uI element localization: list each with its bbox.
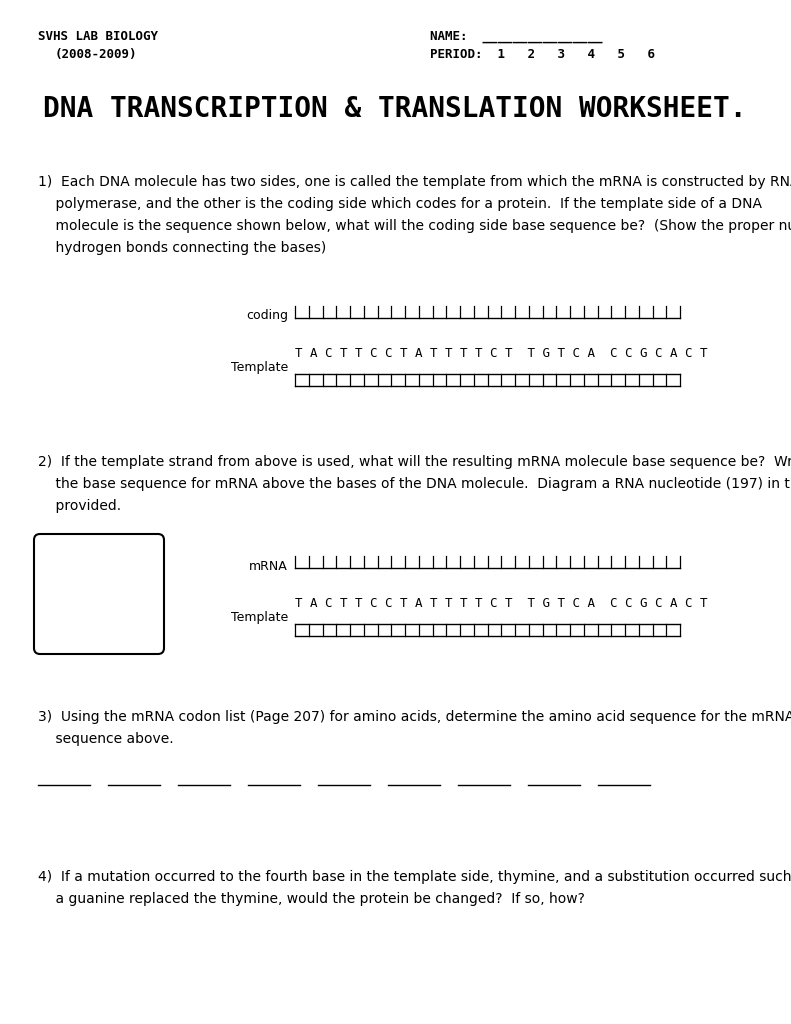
Text: T A C T T C C T A T T T T C T  T G T C A  C C G C A C T: T A C T T C C T A T T T T C T T G T C A … bbox=[295, 597, 707, 610]
Text: 4)  If a mutation occurred to the fourth base in the template side, thymine, and: 4) If a mutation occurred to the fourth … bbox=[38, 870, 791, 884]
Text: DNA TRANSCRIPTION & TRANSLATION WORKSHEET.: DNA TRANSCRIPTION & TRANSLATION WORKSHEE… bbox=[44, 95, 747, 123]
Text: 2)  If the template strand from above is used, what will the resulting mRNA mole: 2) If the template strand from above is … bbox=[38, 455, 791, 469]
Text: sequence above.: sequence above. bbox=[38, 732, 174, 746]
FancyBboxPatch shape bbox=[34, 534, 164, 654]
Text: polymerase, and the other is the coding side which codes for a protein.  If the : polymerase, and the other is the coding … bbox=[38, 197, 762, 211]
Text: hydrogen bonds connecting the bases): hydrogen bonds connecting the bases) bbox=[38, 241, 326, 255]
Text: (2008-2009): (2008-2009) bbox=[55, 48, 138, 61]
Text: 3)  Using the mRNA codon list (Page 207) for amino acids, determine the amino ac: 3) Using the mRNA codon list (Page 207) … bbox=[38, 710, 791, 724]
Text: provided.: provided. bbox=[38, 499, 121, 513]
Text: T A C T T C C T A T T T T C T  T G T C A  C C G C A C T: T A C T T C C T A T T T T C T T G T C A … bbox=[295, 347, 707, 360]
Text: PERIOD:  1   2   3   4   5   6: PERIOD: 1 2 3 4 5 6 bbox=[430, 48, 655, 61]
Text: Template: Template bbox=[231, 611, 288, 625]
Text: coding: coding bbox=[246, 309, 288, 323]
Text: NAME:  ________________: NAME: ________________ bbox=[430, 30, 603, 43]
Text: the base sequence for mRNA above the bases of the DNA molecule.  Diagram a RNA n: the base sequence for mRNA above the bas… bbox=[38, 477, 791, 490]
Text: Template: Template bbox=[231, 361, 288, 375]
Text: mRNA: mRNA bbox=[249, 559, 288, 572]
Text: SVHS LAB BIOLOGY: SVHS LAB BIOLOGY bbox=[38, 30, 158, 43]
Text: 1)  Each DNA molecule has two sides, one is called the template from which the m: 1) Each DNA molecule has two sides, one … bbox=[38, 175, 791, 189]
Text: a guanine replaced the thymine, would the protein be changed?  If so, how?: a guanine replaced the thymine, would th… bbox=[38, 892, 585, 906]
Text: molecule is the sequence shown below, what will the coding side base sequence be: molecule is the sequence shown below, wh… bbox=[38, 219, 791, 233]
